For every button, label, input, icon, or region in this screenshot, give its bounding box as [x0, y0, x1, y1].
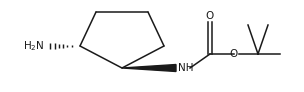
Text: H$_2$N: H$_2$N — [23, 39, 45, 53]
Text: O: O — [230, 49, 238, 59]
Text: O: O — [206, 11, 214, 21]
Polygon shape — [122, 64, 176, 71]
Text: NH: NH — [178, 63, 194, 73]
